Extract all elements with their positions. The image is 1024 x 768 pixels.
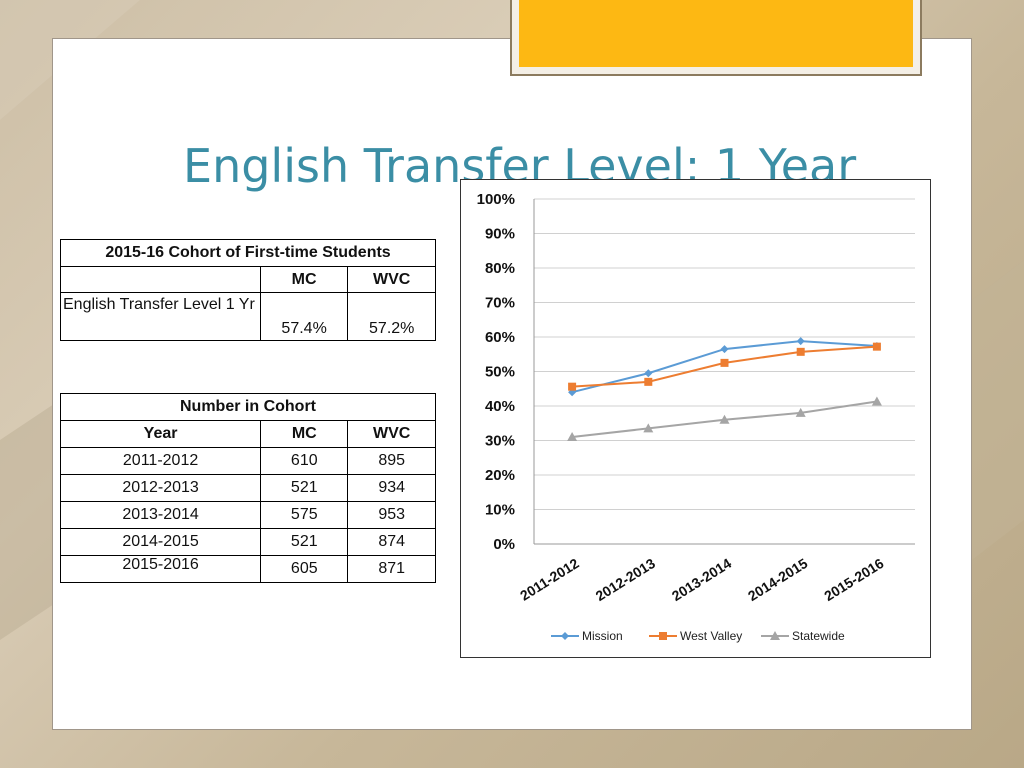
data-point bbox=[644, 377, 653, 386]
number-table-year: 2014-2015 bbox=[59, 528, 262, 556]
number-table-header-year: Year bbox=[59, 420, 262, 448]
cohort-table-header-wvc: WVC bbox=[347, 266, 436, 293]
number-table-year: 2012-2013 bbox=[59, 474, 262, 502]
x-tick-label: 2011-2012 bbox=[517, 555, 582, 604]
chart-container: 0% 10% 20% 30% 40% 50% 60% 70% 80% 90% 100% 2011-20… bbox=[460, 179, 931, 658]
number-table-wvc: 895 bbox=[347, 447, 436, 475]
data-point bbox=[568, 382, 577, 391]
y-tick-label: 30% bbox=[485, 433, 515, 450]
cohort-table-mc-value: 57.4% bbox=[259, 292, 349, 341]
y-tick-label: 90% bbox=[485, 226, 515, 243]
y-tick-label: 0% bbox=[493, 536, 515, 553]
data-point bbox=[643, 423, 654, 433]
line-chart: 0% 10% 20% 30% 40% 50% 60% 70% 80% 90% 100% 2011-20… bbox=[477, 191, 915, 643]
y-tick-label: 20% bbox=[485, 467, 515, 484]
x-tick-label: 2012-2013 bbox=[593, 555, 658, 604]
y-tick-label: 40% bbox=[485, 398, 515, 415]
table-row: 2011-2012 610 895 bbox=[59, 447, 436, 475]
number-table-year: 2015-2016 bbox=[59, 555, 262, 583]
table-row: 2012-2013 521 934 bbox=[59, 474, 436, 502]
cohort-table-wvc-value: 57.2% bbox=[347, 292, 436, 341]
number-table-wvc: 953 bbox=[347, 501, 436, 529]
y-tick-label: 80% bbox=[485, 260, 515, 277]
cohort-table-header-mc: MC bbox=[259, 266, 349, 293]
number-in-cohort-table: Number in Cohort Year MC WVC 2011-2012 6… bbox=[59, 393, 436, 583]
legend-marker bbox=[770, 631, 780, 640]
x-tick-label: 2014-2015 bbox=[745, 555, 810, 604]
cohort-table: 2015-16 Cohort of First-time Students MC… bbox=[60, 239, 436, 341]
number-table-year: 2013-2014 bbox=[59, 501, 262, 529]
y-tick-label: 10% bbox=[485, 502, 515, 519]
data-point bbox=[720, 358, 729, 367]
data-point bbox=[871, 396, 882, 406]
number-table-mc: 575 bbox=[260, 501, 349, 529]
decorative-tab bbox=[510, 0, 922, 76]
x-tick-label: 2013-2014 bbox=[669, 555, 734, 604]
number-table-header-wvc: WVC bbox=[347, 420, 436, 448]
data-point bbox=[872, 342, 881, 351]
data-point bbox=[796, 337, 805, 346]
number-table-title: Number in Cohort bbox=[60, 393, 436, 421]
number-table-wvc: 874 bbox=[347, 528, 436, 556]
legend-marker bbox=[659, 632, 667, 640]
y-tick-label: 100% bbox=[477, 191, 515, 208]
table-row: 2013-2014 575 953 bbox=[59, 501, 436, 529]
data-point bbox=[795, 407, 806, 417]
cohort-table-title: 2015-16 Cohort of First-time Students bbox=[60, 239, 436, 267]
data-point bbox=[644, 369, 653, 378]
number-table-mc: 521 bbox=[260, 528, 349, 556]
legend-label: Statewide bbox=[792, 629, 845, 643]
x-tick-label: 2015-2016 bbox=[821, 555, 886, 604]
number-table-header-mc: MC bbox=[260, 420, 349, 448]
data-point bbox=[796, 347, 805, 356]
data-point bbox=[720, 345, 729, 354]
legend-label: West Valley bbox=[680, 629, 742, 643]
table-row: 2014-2015 521 874 bbox=[59, 528, 436, 556]
number-table-mc: 605 bbox=[260, 555, 349, 583]
number-table-year: 2011-2012 bbox=[59, 447, 262, 475]
table-row: 2015-2016 605 871 bbox=[59, 555, 436, 583]
y-tick-label: 60% bbox=[485, 329, 515, 346]
number-table-wvc: 871 bbox=[347, 555, 436, 583]
y-tick-label: 50% bbox=[485, 364, 515, 381]
number-table-mc: 521 bbox=[260, 474, 349, 502]
number-table-mc: 610 bbox=[260, 447, 349, 475]
decorative-tab-fill bbox=[519, 0, 913, 67]
legend-marker bbox=[561, 632, 569, 640]
data-point bbox=[719, 414, 730, 424]
y-tick-label: 70% bbox=[485, 295, 515, 312]
data-point bbox=[567, 432, 578, 442]
number-table-wvc: 934 bbox=[347, 474, 436, 502]
cohort-table-blank-cell bbox=[60, 266, 261, 293]
cohort-table-row-label: English Transfer Level 1 Yr bbox=[60, 292, 261, 341]
legend-label: Mission bbox=[582, 629, 623, 643]
